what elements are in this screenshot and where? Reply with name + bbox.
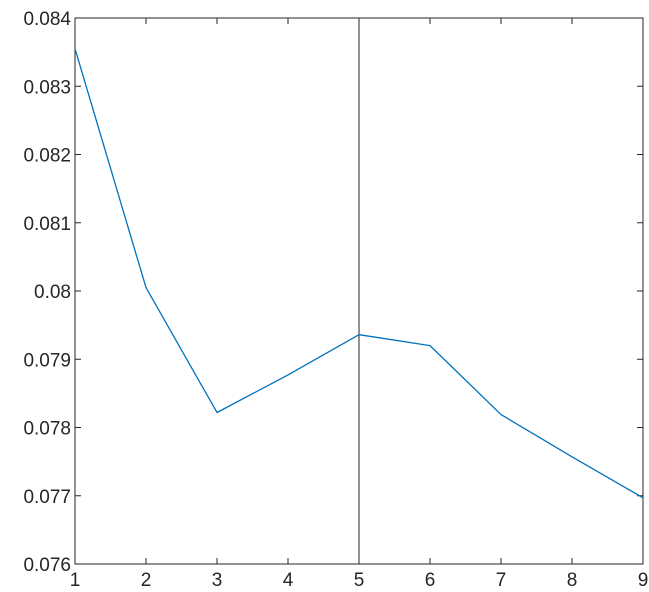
x-tick-label: 7 [496, 570, 507, 591]
y-tick-label: 0.083 [23, 77, 71, 98]
y-tick-label: 0.081 [23, 214, 71, 235]
x-tick-label: 4 [283, 570, 294, 591]
x-tick-label: 9 [638, 570, 649, 591]
tick-layer: 1 2 3 4 5 6 7 8 9 0.076 0.077 0.078 0.079 0.08 0.081 0.… [23, 9, 648, 591]
x-tick-label: 6 [425, 570, 436, 591]
y-tick-label: 0.084 [23, 9, 71, 30]
series-layer [74, 48, 644, 499]
y-tick-label: 0.076 [23, 555, 71, 576]
x-tick-label: 5 [354, 570, 365, 591]
y-tick-label: 0.082 [23, 146, 71, 167]
x-tick-label: 2 [141, 570, 152, 591]
x-tick-label: 1 [70, 570, 81, 591]
y-tick-label: 0.08 [34, 282, 71, 303]
y-tick-label: 0.077 [23, 487, 71, 508]
y-tick-label: 0.078 [23, 419, 71, 440]
x-tick-label: 8 [567, 570, 578, 591]
y-tick-label: 0.079 [23, 350, 71, 371]
x-tick-label: 3 [212, 570, 223, 591]
